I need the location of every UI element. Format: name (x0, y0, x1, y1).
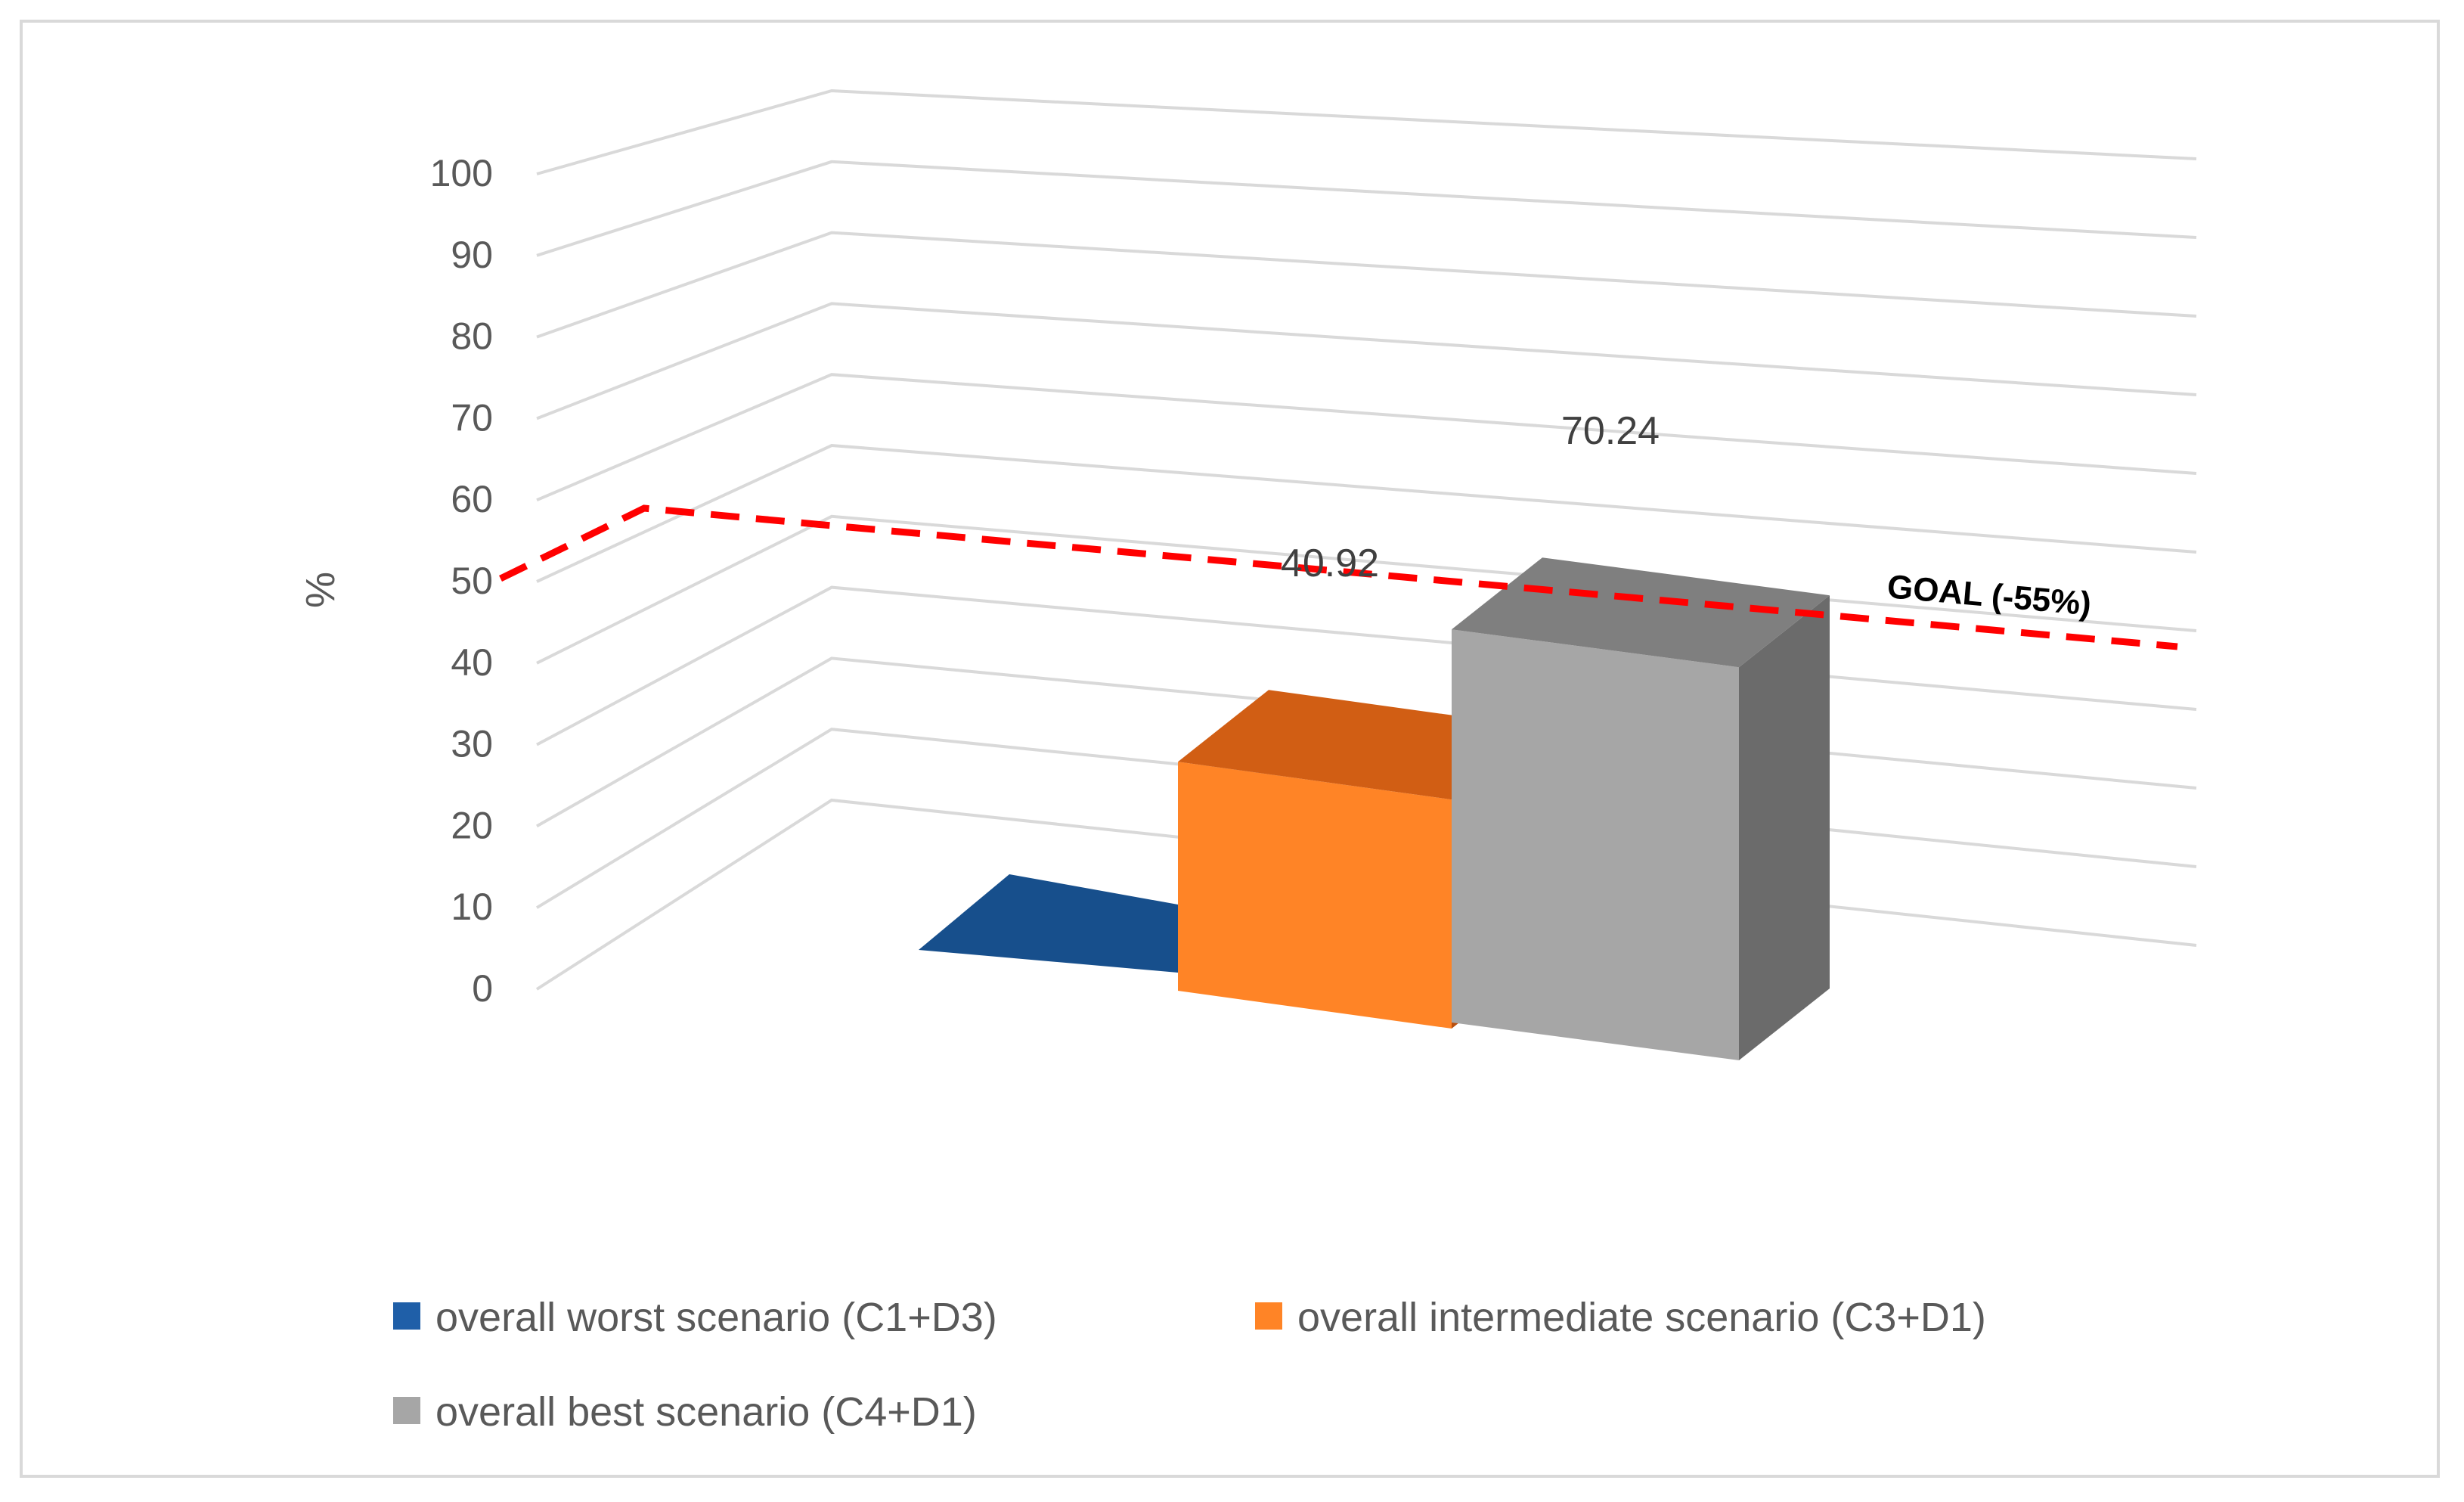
data-label: 40.92 (1281, 542, 1379, 585)
y-tick-label: 30 (451, 723, 493, 765)
legend-swatch (1255, 1302, 1282, 1330)
legend-label: overall best scenario (C4+D1) (435, 1389, 977, 1435)
legend-item-2: overall intermediate scenario (C3+D1) (1255, 1295, 1986, 1340)
gridline-80 (536, 231, 2197, 339)
gridline-90 (536, 160, 2197, 257)
y-tick-label: 100 (430, 152, 493, 194)
data-labels: 40.92 70.24 (1281, 409, 1660, 585)
y-tick-label: 60 (451, 478, 493, 520)
y-axis-label: % (298, 572, 343, 608)
legend: overall worst scenario (C1+D3) overall in… (393, 1295, 1986, 1435)
legend-item-1: overall worst scenario (C1+D3) (393, 1295, 997, 1340)
legend-item-3: overall best scenario (C4+D1) (393, 1389, 977, 1435)
y-tick-label: 70 (451, 396, 493, 439)
bar-front (1178, 762, 1452, 1029)
bar-side (1739, 595, 1830, 1060)
bar-top (919, 874, 1178, 973)
y-axis-ticks: 0 10 20 30 40 50 60 70 80 90 100 (430, 152, 493, 1010)
bar-top (1178, 690, 1542, 800)
legend-swatch (393, 1302, 420, 1330)
y-tick-label: 0 (472, 967, 493, 1010)
legend-label: overall intermediate scenario (C3+D1) (1297, 1295, 1986, 1340)
y-tick-label: 90 (451, 234, 493, 276)
gridline-70 (536, 302, 2197, 420)
bar-3 (1452, 557, 1830, 1060)
bars (919, 557, 1830, 1060)
legend-swatch (393, 1397, 420, 1424)
y-tick-label: 10 (451, 886, 493, 928)
gridline-100 (536, 88, 2197, 175)
gridline-60 (536, 373, 2197, 502)
y-tick-label: 50 (451, 560, 493, 602)
y-tick-label: 80 (451, 315, 493, 358)
bar-front (1452, 629, 1739, 1060)
goal-line-path (499, 504, 2178, 650)
legend-label: overall worst scenario (C1+D3) (435, 1295, 997, 1340)
data-label: 70.24 (1561, 409, 1660, 453)
y-tick-label: 40 (451, 641, 493, 684)
y-tick-label: 20 (451, 804, 493, 846)
bar-1 (919, 874, 1178, 973)
gridline-50 (536, 443, 2197, 583)
bar-top (1452, 557, 1830, 668)
